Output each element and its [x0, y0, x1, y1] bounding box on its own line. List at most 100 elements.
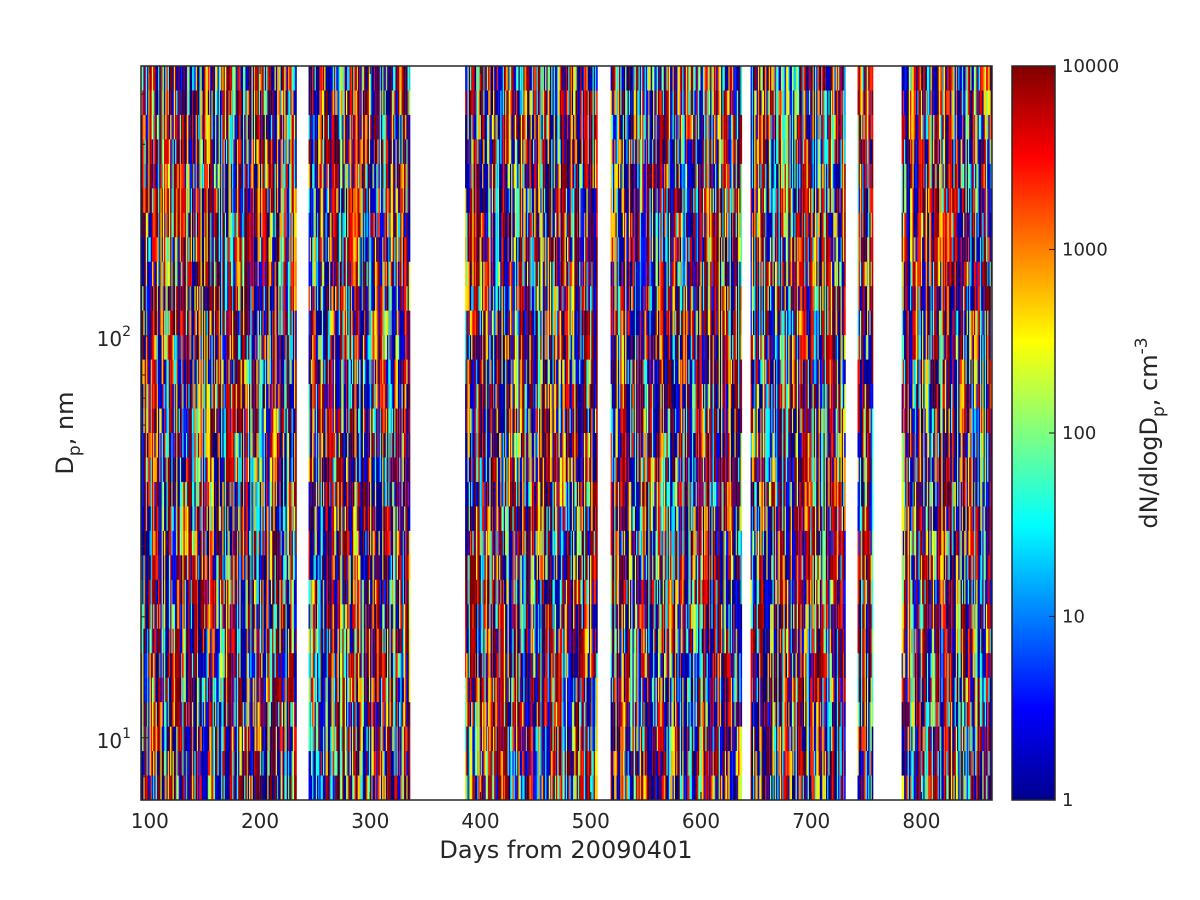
heatmap-cell [192, 530, 194, 556]
heatmap-cell [210, 90, 212, 116]
heatmap-cell [176, 677, 178, 703]
heatmap-cell [144, 481, 147, 507]
heatmap-cell [218, 677, 221, 703]
heatmap-cell [274, 579, 277, 605]
heatmap-cell [252, 66, 255, 91]
heatmap-cell [232, 114, 234, 140]
heatmap-cell [151, 628, 154, 654]
heatmap-cell [199, 628, 201, 654]
heatmap-cell [155, 188, 158, 214]
heatmap-cell [178, 310, 181, 336]
heatmap-cell [209, 775, 211, 800]
heatmap-cell [211, 237, 213, 263]
heatmap-cell [151, 481, 154, 507]
heatmap-cell [183, 579, 186, 605]
heatmap-cell [207, 261, 210, 287]
heatmap-cell [272, 457, 274, 483]
heatmap-cell [167, 310, 170, 336]
heatmap-cell [168, 139, 171, 165]
heatmap-cell [257, 212, 260, 238]
heatmap-cell [209, 310, 211, 336]
heatmap-cell [141, 628, 143, 654]
heatmap-cell [257, 286, 260, 312]
heatmap-cell [204, 433, 206, 458]
heatmap-cell [277, 433, 279, 458]
heatmap-cell [249, 457, 251, 483]
heatmap-cell [277, 677, 279, 703]
heatmap-cell [142, 677, 144, 703]
heatmap-cell [236, 555, 239, 581]
heatmap-cell [207, 457, 210, 483]
heatmap-cell [230, 408, 233, 434]
heatmap-cell [162, 237, 165, 263]
heatmap-cell [256, 628, 258, 654]
heatmap-cell [142, 702, 144, 727]
heatmap-cell [209, 677, 211, 703]
heatmap-cell [240, 66, 243, 91]
heatmap-cell [193, 408, 195, 434]
heatmap-cell [207, 188, 210, 214]
heatmap-cell [164, 702, 166, 727]
heatmap-cell [233, 188, 235, 214]
heatmap-cell [187, 139, 189, 165]
heatmap-cell [233, 66, 235, 91]
heatmap-cell [183, 408, 186, 434]
heatmap-cell [212, 310, 215, 336]
heatmap-cell [228, 408, 230, 434]
heatmap-cell [204, 579, 206, 605]
heatmap-cell [177, 114, 179, 140]
heatmap-cell [284, 506, 286, 532]
heatmap-cell [148, 261, 150, 287]
heatmap-cell [200, 212, 203, 238]
heatmap-cell [193, 261, 195, 287]
heatmap-cell [154, 359, 156, 385]
heatmap-cell [207, 359, 210, 385]
heatmap-cell [143, 90, 145, 116]
heatmap-cell [148, 114, 150, 140]
heatmap-cell [278, 604, 280, 630]
heatmap-cell [154, 628, 156, 654]
heatmap-cell [277, 530, 279, 556]
heatmap-cell [202, 604, 205, 630]
heatmap-cell [211, 310, 213, 336]
heatmap-cell [199, 310, 201, 336]
heatmap-cell [236, 726, 239, 752]
heatmap-cell [179, 212, 182, 238]
heatmap-cell [281, 433, 284, 458]
heatmap-cell [224, 237, 227, 263]
heatmap-cell [261, 481, 263, 507]
heatmap-cell [283, 751, 285, 776]
heatmap-cell [263, 457, 266, 483]
heatmap-cell [273, 335, 275, 360]
heatmap-cell [246, 261, 249, 287]
heatmap-cell [147, 335, 149, 360]
heatmap-cell [241, 653, 244, 679]
heatmap-cell [261, 702, 263, 727]
heatmap-cell [164, 653, 166, 679]
heatmap-cell [173, 604, 176, 630]
heatmap-cell [222, 653, 224, 679]
heatmap-cell [217, 579, 220, 605]
heatmap-cell [193, 555, 195, 581]
heatmap-cell [182, 433, 184, 458]
heatmap-cell [170, 702, 172, 727]
heatmap-cell [284, 408, 286, 434]
heatmap-cell [229, 212, 232, 238]
data-segment [141, 66, 297, 800]
heatmap-cell [148, 579, 150, 605]
heatmap-cell [253, 139, 256, 165]
heatmap-cell [155, 775, 158, 800]
heatmap-cell [222, 188, 224, 214]
heatmap-cell [249, 653, 251, 679]
heatmap-cell [219, 530, 222, 556]
heatmap-cell [177, 408, 179, 434]
heatmap-cell [149, 702, 152, 727]
heatmap-column [194, 66, 196, 800]
heatmap-cell [210, 433, 212, 458]
heatmap-cell [173, 677, 176, 703]
heatmap-cell [239, 261, 241, 287]
heatmap-cell [176, 702, 178, 727]
heatmap-cell [262, 751, 264, 776]
heatmap-cell [159, 237, 161, 263]
heatmap-column [176, 66, 178, 800]
